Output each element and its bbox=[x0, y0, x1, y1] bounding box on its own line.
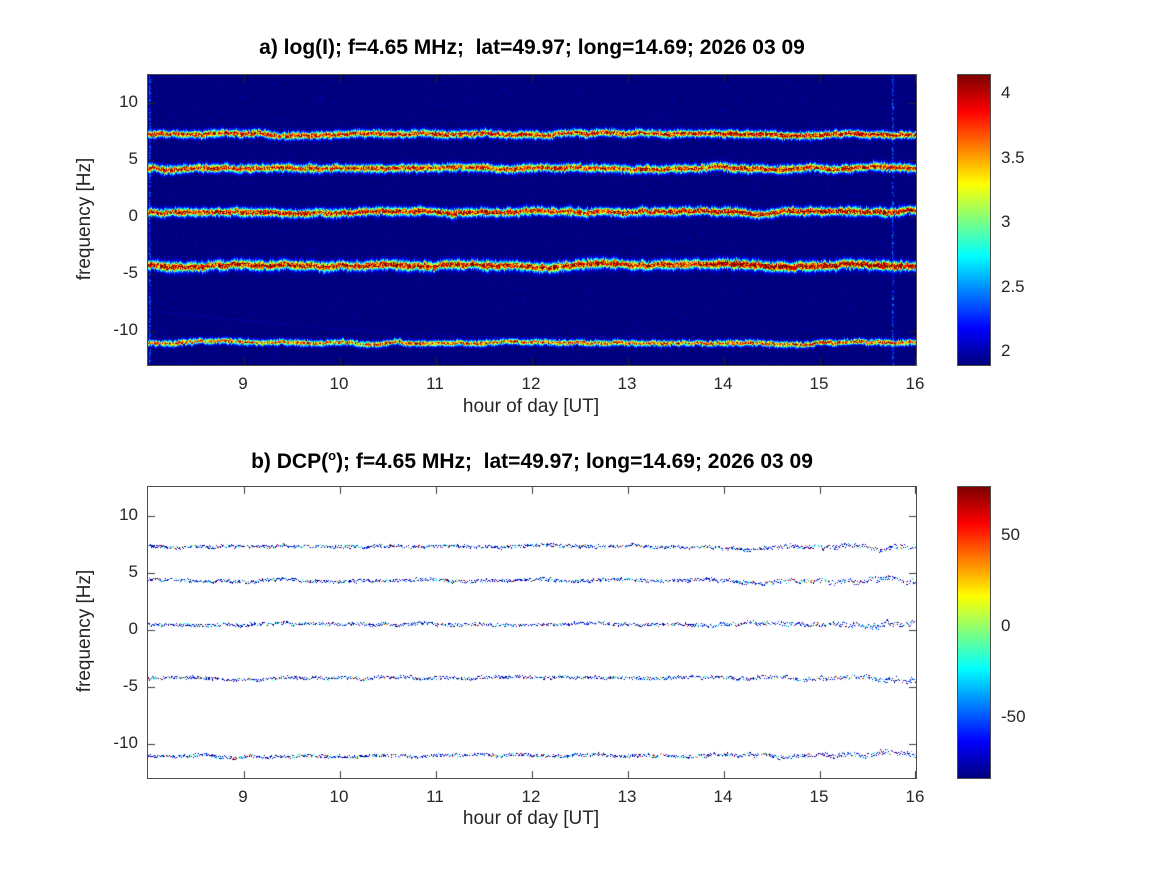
panel-b-spectrogram-canvas bbox=[148, 487, 916, 778]
x-tick-label-b: 13 bbox=[617, 787, 637, 806]
panel-b-plot-box bbox=[147, 486, 917, 779]
panel-a-ylabel: frequency [Hz] bbox=[74, 157, 95, 281]
colorbar-tick-label-a: 2 bbox=[1001, 341, 1011, 361]
x-tick-label-a: 9 bbox=[238, 374, 248, 393]
y-tick-label-a: -5 bbox=[122, 263, 138, 283]
x-tick-label-a: 12 bbox=[521, 374, 541, 393]
panel-a-plot-box bbox=[147, 74, 917, 366]
x-tick-label-b: 12 bbox=[521, 787, 541, 806]
panel-a-colorbar-canvas bbox=[958, 75, 990, 365]
x-tick-label-b: 15 bbox=[809, 787, 829, 806]
x-tick-label-b: 9 bbox=[238, 787, 248, 806]
panel-b-title-suffix: ); f=4.65 MHz; lat=49.97; long=14.69; 20… bbox=[336, 450, 813, 473]
x-tick-label-a: 16 bbox=[905, 374, 925, 393]
y-tick-label-b: -5 bbox=[122, 675, 138, 695]
panel-b-title-prefix: b) DCP( bbox=[251, 450, 329, 473]
y-tick-label-a: 10 bbox=[119, 92, 138, 112]
x-tick-label-a: 14 bbox=[713, 374, 733, 393]
x-tick-label-b: 11 bbox=[426, 787, 444, 806]
x-tick-label-b: 14 bbox=[713, 787, 733, 806]
panel-b-ylabel: frequency [Hz] bbox=[74, 569, 95, 693]
panel-a-colorbar bbox=[957, 74, 991, 366]
panel-a-xlabel: hour of day [UT] bbox=[462, 396, 600, 417]
colorbar-tick-label-a: 4 bbox=[1001, 83, 1011, 103]
panel-a-title: a) log(I); f=4.65 MHz; lat=49.97; long=1… bbox=[259, 36, 805, 59]
y-tick-label-a: -10 bbox=[113, 319, 138, 339]
colorbar-tick-label-b: -50 bbox=[1001, 706, 1026, 726]
y-tick-label-b: 5 bbox=[128, 561, 138, 581]
x-tick-label-b: 16 bbox=[905, 787, 925, 806]
x-tick-label-a: 13 bbox=[617, 374, 637, 393]
y-tick-label-b: 0 bbox=[128, 618, 138, 638]
colorbar-tick-label-b: 0 bbox=[1001, 616, 1011, 636]
x-tick-label-a: 10 bbox=[329, 374, 349, 393]
panel-a-spectrogram-canvas bbox=[148, 75, 916, 365]
y-tick-label-a: 5 bbox=[128, 149, 138, 169]
y-tick-label-b: -10 bbox=[113, 732, 138, 752]
colorbar-tick-label-a: 2.5 bbox=[1001, 276, 1025, 296]
panel-b-title-superscript: o bbox=[328, 448, 337, 463]
panel-b-xlabel: hour of day [UT] bbox=[462, 808, 600, 829]
colorbar-tick-label-a: 3.5 bbox=[1001, 147, 1025, 167]
x-tick-label-a: 15 bbox=[809, 374, 829, 393]
y-tick-label-a: 0 bbox=[128, 206, 138, 226]
y-tick-label-b: 10 bbox=[119, 504, 138, 524]
panel-b-title: b) DCP(o); f=4.65 MHz; lat=49.97; long=1… bbox=[147, 448, 917, 474]
colorbar-tick-label-b: 50 bbox=[1001, 525, 1020, 545]
panel-b-colorbar bbox=[957, 486, 991, 779]
x-tick-label-b: 10 bbox=[329, 787, 349, 806]
colorbar-tick-label-a: 3 bbox=[1001, 212, 1011, 232]
x-tick-label-a: 11 bbox=[426, 374, 444, 393]
panel-b-colorbar-canvas bbox=[958, 487, 990, 778]
